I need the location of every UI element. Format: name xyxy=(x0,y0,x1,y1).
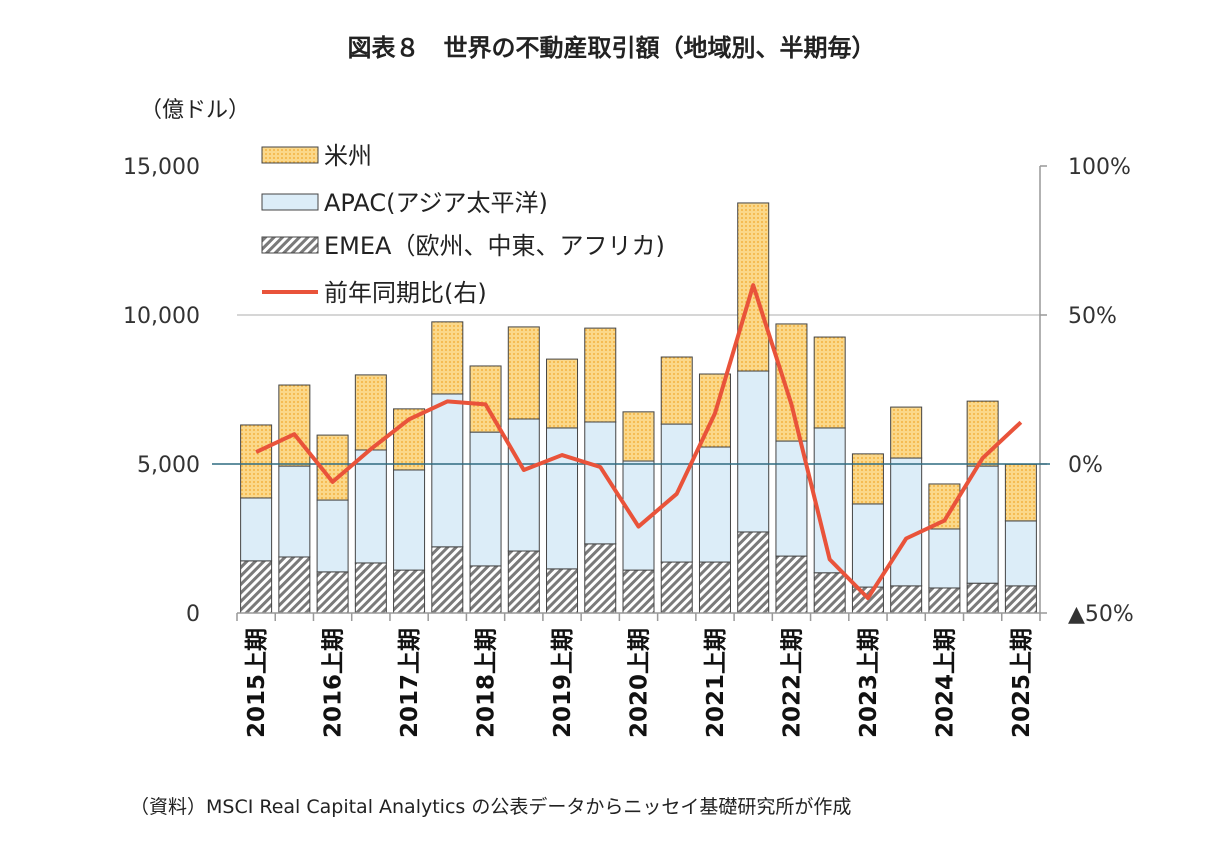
bar-emea xyxy=(278,556,311,614)
bar-americas xyxy=(851,453,884,505)
bar-apac xyxy=(775,440,808,557)
bar-americas xyxy=(1004,463,1037,522)
bar-americas xyxy=(507,326,540,420)
y2-tick-label: 100% xyxy=(1068,155,1131,180)
bar-americas xyxy=(813,336,846,429)
bar-emea xyxy=(698,561,731,614)
y-axis-unit-label: （億ドル） xyxy=(140,98,251,123)
legend-label: 前年同期比(右) xyxy=(324,279,487,307)
bar-americas xyxy=(966,400,999,467)
bar-emea xyxy=(966,582,999,614)
legend-swatch xyxy=(261,193,319,211)
bar-apac xyxy=(469,431,502,567)
bar-emea xyxy=(546,568,579,614)
bar-americas xyxy=(584,327,617,423)
y-tick-label: 15,000 xyxy=(123,155,200,180)
legend-label: 米州 xyxy=(324,142,372,170)
y-tick-label: 10,000 xyxy=(123,304,200,329)
bar-emea xyxy=(660,561,693,614)
bar-americas xyxy=(431,321,464,395)
y-tick-label: 5,000 xyxy=(137,453,200,478)
legend-swatch xyxy=(261,146,319,164)
bar-emea xyxy=(775,555,808,614)
bar-emea xyxy=(1004,585,1037,614)
x-tick-label: 2020上期 xyxy=(627,628,653,738)
x-tick-label: 2023上期 xyxy=(856,628,882,738)
bar-americas xyxy=(775,323,808,442)
bar-apac xyxy=(928,528,961,589)
bar-americas xyxy=(546,358,579,429)
bar-emea xyxy=(240,560,273,614)
bar-emea xyxy=(584,543,617,614)
bar-emea xyxy=(928,587,961,614)
bar-americas xyxy=(660,356,693,425)
bar-apac xyxy=(698,446,731,563)
bar-apac xyxy=(507,418,540,552)
bar-emea xyxy=(431,546,464,614)
y2-tick-label: 0% xyxy=(1068,453,1103,478)
bar-apac xyxy=(278,465,311,558)
y2-tick-label: ▲50% xyxy=(1068,602,1134,627)
y-tick-label: 0 xyxy=(186,602,200,627)
bar-emea xyxy=(890,585,923,614)
legend-swatch xyxy=(261,236,319,254)
bar-apac xyxy=(890,457,923,587)
x-tick-label: 2021上期 xyxy=(703,628,729,738)
bar-emea xyxy=(813,572,846,614)
bar-emea xyxy=(393,569,426,614)
x-tick-label: 2019上期 xyxy=(550,628,576,738)
bar-apac xyxy=(737,370,770,533)
bar-apac xyxy=(240,497,273,562)
legend-label: EMEA（欧州、中東、アフリカ) xyxy=(324,232,665,260)
bar-emea xyxy=(622,569,655,614)
bar-apac xyxy=(851,503,884,588)
bar-emea xyxy=(469,565,502,614)
x-tick-label: 2015上期 xyxy=(244,628,270,738)
bar-apac xyxy=(431,393,464,548)
x-tick-label: 2025上期 xyxy=(1009,628,1035,738)
bar-emea xyxy=(737,531,770,614)
bar-americas xyxy=(240,424,273,499)
bar-apac xyxy=(354,449,387,564)
bar-americas xyxy=(354,374,387,451)
bar-americas xyxy=(890,406,923,459)
x-tick-label: 2022上期 xyxy=(779,628,805,738)
bar-emea xyxy=(316,571,349,614)
bar-apac xyxy=(546,427,579,570)
bar-emea xyxy=(507,550,540,614)
x-tick-label: 2016上期 xyxy=(321,628,347,738)
bar-apac xyxy=(393,469,426,571)
x-tick-label: 2018上期 xyxy=(474,628,500,738)
bar-apac xyxy=(966,465,999,584)
y2-tick-label: 50% xyxy=(1068,304,1117,329)
bar-emea xyxy=(354,562,387,614)
x-tick-label: 2024上期 xyxy=(932,628,958,738)
chart-title: 図表８ 世界の不動産取引額（地域別、半期毎） xyxy=(347,34,876,62)
bar-apac xyxy=(316,499,349,573)
bar-americas xyxy=(278,384,311,467)
bar-apac xyxy=(1004,520,1037,587)
bar-americas xyxy=(622,411,655,462)
bar-apac xyxy=(813,427,846,574)
bar-americas xyxy=(316,434,349,501)
x-tick-label: 2017上期 xyxy=(397,628,423,738)
legend-label: APAC(アジア太平洋) xyxy=(324,189,548,217)
source-note: （資料）MSCI Real Capital Analytics の公表データから… xyxy=(130,796,852,818)
